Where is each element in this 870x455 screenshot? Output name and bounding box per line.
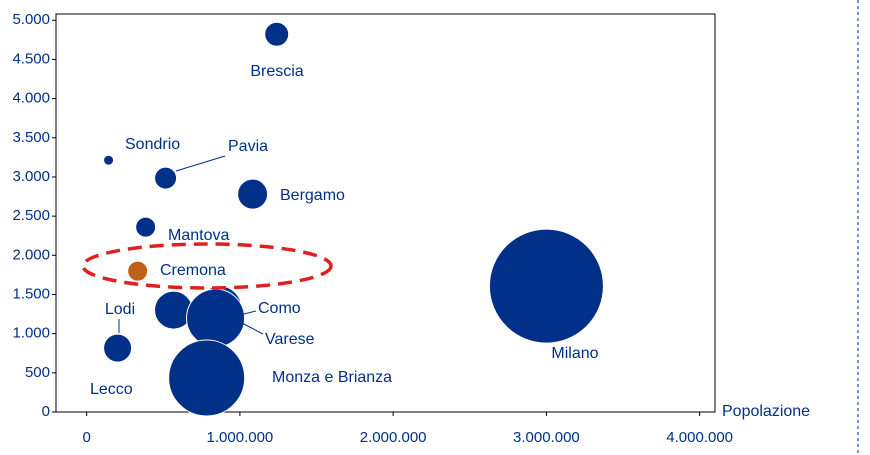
point-label: Lecco [90,381,133,398]
leader-line [175,155,226,172]
bubble [186,288,246,348]
y-tick-label: 500 [25,364,50,381]
x-tick-label: 1.000.000 [207,429,274,446]
point-label: Mantova [168,227,229,244]
bubble [264,21,290,47]
point-label: Sondrio [125,136,180,153]
y-tick-label: 5.000 [12,11,50,28]
bubble [154,166,178,190]
point-label: Brescia [250,63,303,80]
y-tick-label: 2.500 [12,207,50,224]
y-tick-label: 3.000 [12,168,50,185]
y-tick-label: 2.000 [12,246,50,263]
bubble [135,216,157,238]
x-axis-label: Popolazione [722,403,810,420]
bubble [488,228,604,344]
x-tick-label: 2.000.000 [360,429,427,446]
bubble [237,178,269,210]
point-label: Bergamo [280,187,345,204]
plot-frame [55,13,716,413]
bubble [127,260,149,282]
point-label: Pavia [228,138,268,155]
point-label: Milano [551,345,598,362]
y-tick-label: 3.500 [12,129,50,146]
point-label: Varese [265,331,315,348]
point-label: Monza e Brianza [272,369,392,386]
point-label: Cremona [160,262,226,279]
point-label: Como [258,300,301,317]
highlight-ellipse [81,242,333,290]
bubble [103,333,133,363]
leader-line [235,310,257,317]
bubble [168,339,246,417]
y-tick-label: 1.000 [12,325,50,342]
leader-line [239,321,264,335]
x-tick-label: 4.000.000 [666,429,733,446]
x-tick-label: 0 [82,429,90,446]
y-tick-label: 0 [42,403,50,420]
y-tick-label: 4.500 [12,50,50,67]
point-label: Lodi [105,301,135,318]
y-tick-label: 1.500 [12,285,50,302]
y-tick-label: 4.000 [12,90,50,107]
x-tick-label: 3.000.000 [513,429,580,446]
bubble [103,154,115,166]
